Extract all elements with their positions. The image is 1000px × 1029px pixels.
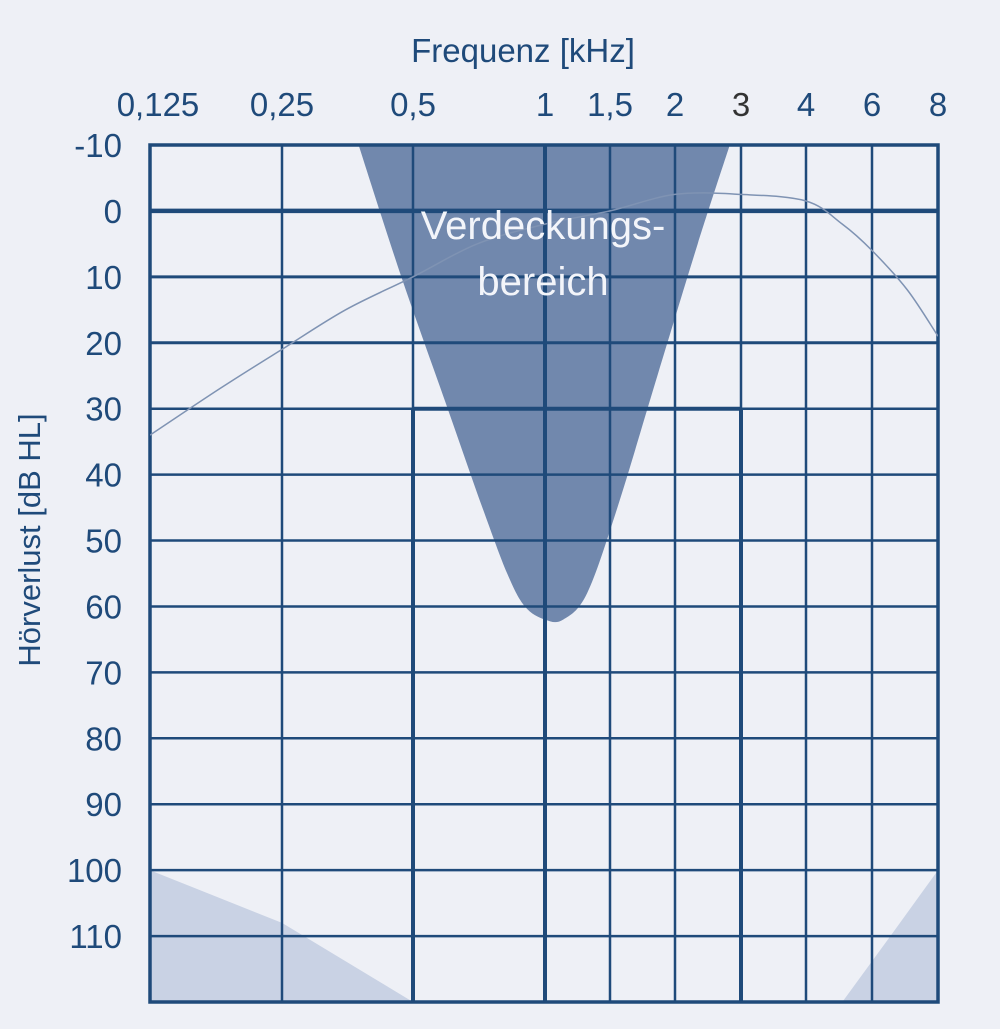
y-tick-label: -10 — [74, 127, 122, 164]
y-axis-title: Hörverlust [dB HL] — [12, 413, 47, 666]
y-tick-label: 0 — [104, 193, 122, 230]
x-axis-title: Frequenz [kHz] — [411, 32, 635, 69]
x-tick-label: 1,5 — [587, 86, 633, 123]
pale-area-2 — [842, 870, 938, 1002]
x-tick-label: 1 — [536, 86, 554, 123]
y-tick-labels: -10 0 10 20 30 40 50 60 70 80 90 100 110 — [67, 127, 122, 955]
plot-frame — [148, 143, 940, 1004]
y-tick-label: 40 — [85, 457, 122, 494]
annotation-label: Verdeckungs- — [421, 204, 666, 248]
x-tick-labels: 0,125 0,25 0,5 1 1,5 2 3 4 6 8 — [117, 86, 947, 123]
curve-line — [150, 192, 938, 436]
annotation-label: bereich — [477, 260, 608, 304]
y-tick-label: 100 — [67, 852, 122, 889]
x-tick-label: 0,125 — [117, 86, 200, 123]
y-tick-label: 20 — [85, 325, 122, 362]
y-tick-label: 90 — [85, 786, 122, 823]
y-tick-label: 50 — [85, 523, 122, 560]
x-tick-label: 6 — [863, 86, 881, 123]
y-tick-label: 110 — [69, 918, 122, 955]
x-tick-label: 0,25 — [250, 86, 314, 123]
y-tick-label: 10 — [85, 259, 122, 296]
y-tick-label: 60 — [85, 588, 122, 625]
y-tick-label: 30 — [85, 391, 122, 428]
x-tick-label: 2 — [666, 86, 684, 123]
annotation-group: Verdeckungs-bereich — [421, 204, 666, 304]
x-tick-label: 4 — [797, 86, 815, 123]
y-tick-label: 70 — [85, 654, 122, 691]
curve-group — [150, 192, 938, 436]
y-tick-label: 80 — [85, 720, 122, 757]
x-tick-label: 0,5 — [390, 86, 436, 123]
grid — [148, 143, 940, 1004]
x-tick-label: 3 — [732, 86, 750, 123]
x-tick-label: 8 — [929, 86, 947, 123]
